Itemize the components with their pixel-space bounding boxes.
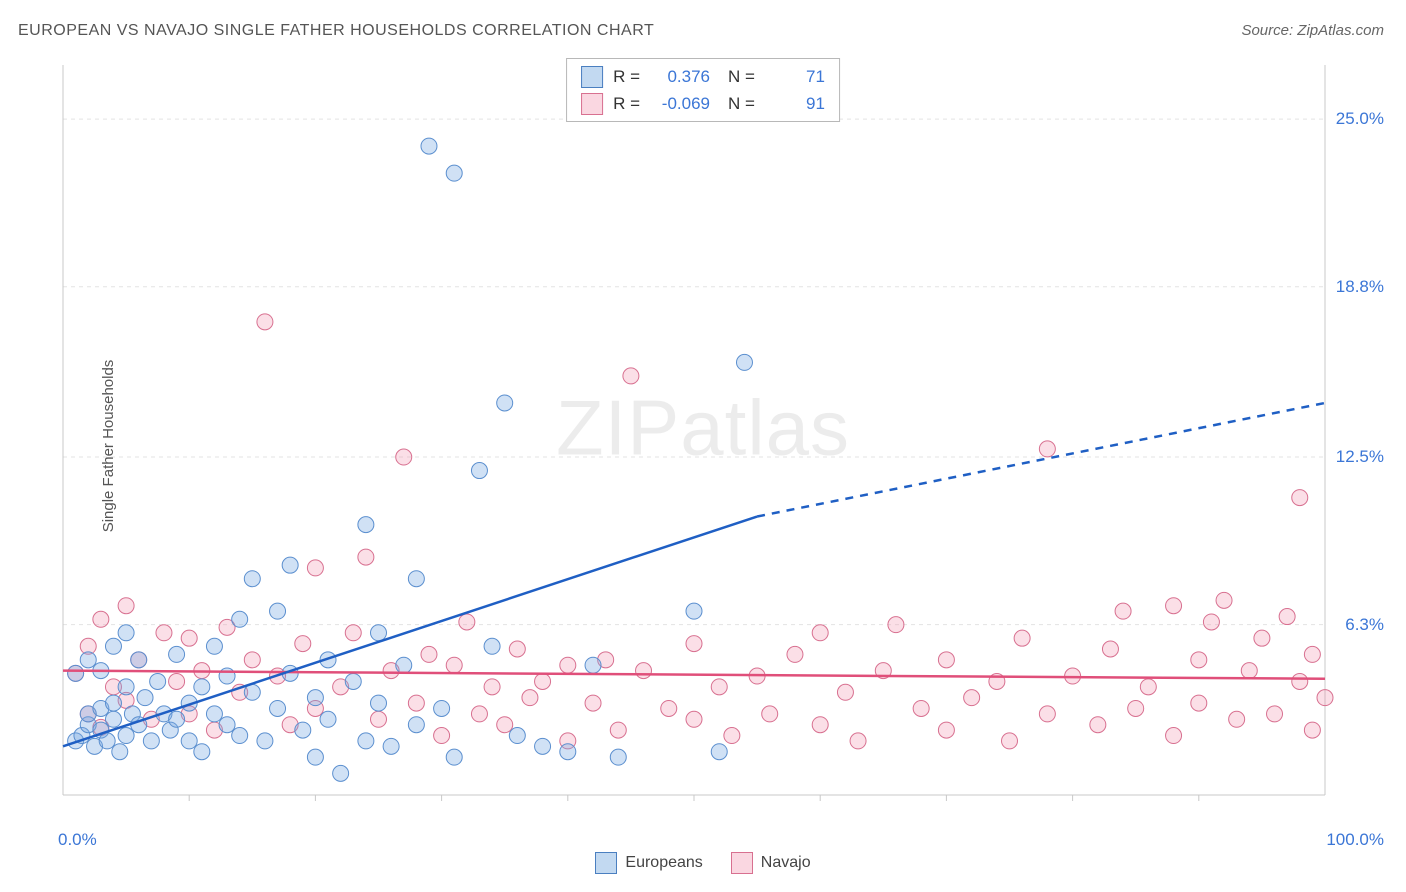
legend-row-europeans: R = 0.376 N = 71 bbox=[581, 63, 825, 90]
legend-row-navajo: R = -0.069 N = 91 bbox=[581, 90, 825, 117]
y-tick-label: 12.5% bbox=[1336, 447, 1384, 467]
y-tick-label: 25.0% bbox=[1336, 109, 1384, 129]
r-label: R = bbox=[613, 63, 640, 90]
y-tick-label: 18.8% bbox=[1336, 277, 1384, 297]
r-label: R = bbox=[613, 90, 640, 117]
x-axis-min: 0.0% bbox=[58, 830, 97, 850]
n-label: N = bbox=[728, 63, 755, 90]
y-tick-label: 6.3% bbox=[1345, 615, 1384, 635]
source-credit: Source: ZipAtlas.com bbox=[1241, 22, 1384, 39]
x-axis-max: 100.0% bbox=[1326, 830, 1384, 850]
swatch-blue bbox=[581, 66, 603, 88]
legend-label: Europeans bbox=[625, 854, 702, 872]
n-value: 71 bbox=[765, 63, 825, 90]
legend-item-navajo: Navajo bbox=[731, 852, 811, 874]
n-value: 91 bbox=[765, 90, 825, 117]
n-label: N = bbox=[728, 90, 755, 117]
legend-item-europeans: Europeans bbox=[595, 852, 702, 874]
scatter-svg bbox=[55, 55, 1385, 825]
legend-label: Navajo bbox=[761, 854, 811, 872]
chart-container: EUROPEAN VS NAVAJO SINGLE FATHER HOUSEHO… bbox=[0, 0, 1406, 892]
r-value: 0.376 bbox=[650, 63, 710, 90]
chart-title: EUROPEAN VS NAVAJO SINGLE FATHER HOUSEHO… bbox=[18, 22, 654, 40]
r-value: -0.069 bbox=[650, 90, 710, 117]
series-legend: Europeans Navajo bbox=[0, 852, 1406, 874]
correlation-legend: R = 0.376 N = 71 R = -0.069 N = 91 bbox=[566, 58, 840, 122]
swatch-blue bbox=[595, 852, 617, 874]
swatch-pink bbox=[731, 852, 753, 874]
swatch-pink bbox=[581, 93, 603, 115]
plot-area bbox=[55, 55, 1385, 825]
